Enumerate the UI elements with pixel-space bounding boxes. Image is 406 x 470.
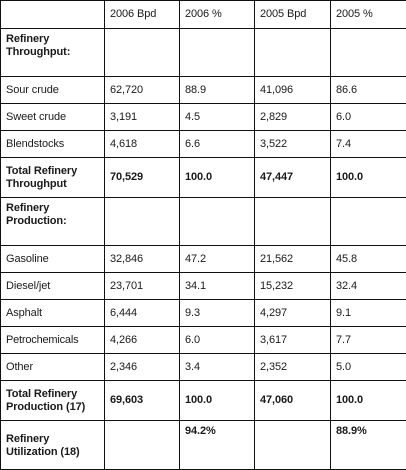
table-cell: 47.2 xyxy=(180,246,255,273)
row-label: Sour crude xyxy=(1,77,105,104)
table-cell: 32,846 xyxy=(105,246,180,273)
column-header-2006-bpd: 2006 Bpd xyxy=(105,1,180,29)
table-header-row: 2006 Bpd 2006 % 2005 Bpd 2005 % xyxy=(1,1,406,29)
table-cell: 47,060 xyxy=(255,381,331,421)
table-cell: 21,562 xyxy=(255,246,331,273)
table-cell: 32.4 xyxy=(331,273,406,300)
table-cell: 6.6 xyxy=(180,131,255,158)
table-cell: 47,447 xyxy=(255,158,331,198)
column-header-2005-percent: 2005 % xyxy=(331,1,406,29)
table-cell: 7.7 xyxy=(331,327,406,354)
table-cell: 23,701 xyxy=(105,273,180,300)
table-cell xyxy=(180,29,255,77)
table-cell: 9.1 xyxy=(331,300,406,327)
table-row: Petrochemicals 4,266 6.0 3,617 7.7 xyxy=(1,327,406,354)
table-cell: 100.0 xyxy=(331,381,406,421)
table-cell xyxy=(105,29,180,77)
table-cell: 88.9 xyxy=(180,77,255,104)
table-cell: 100.0 xyxy=(331,158,406,198)
table-cell: 94.2% xyxy=(180,421,255,470)
row-label: Asphalt xyxy=(1,300,105,327)
row-label: Refinery Throughput: xyxy=(1,29,105,77)
table-row: Other 2,346 3.4 2,352 5.0 xyxy=(1,354,406,381)
table-cell xyxy=(105,198,180,246)
table-cell: 6.0 xyxy=(180,327,255,354)
table-cell xyxy=(255,421,331,470)
table-row: Sour crude 62,720 88.9 41,096 86.6 xyxy=(1,77,406,104)
row-label: Diesel/jet xyxy=(1,273,105,300)
table-cell: 88.9% xyxy=(331,421,406,470)
table-cell: 6.0 xyxy=(331,104,406,131)
table-cell: 4,618 xyxy=(105,131,180,158)
table-cell: 3.4 xyxy=(180,354,255,381)
table-cell: 6,444 xyxy=(105,300,180,327)
table-cell: 100.0 xyxy=(180,158,255,198)
row-label: Blendstocks xyxy=(1,131,105,158)
total-row-production: Total Refinery Production (17) 69,603 10… xyxy=(1,381,406,421)
table-cell: 7.4 xyxy=(331,131,406,158)
table-cell: 5.0 xyxy=(331,354,406,381)
column-header-2005-bpd: 2005 Bpd xyxy=(255,1,331,29)
table-cell: 3,191 xyxy=(105,104,180,131)
column-header-label xyxy=(1,1,105,29)
table-cell: 2,829 xyxy=(255,104,331,131)
utilization-row: Refinery Utilization (18) 94.2% 88.9% xyxy=(1,421,406,470)
table-cell: 86.6 xyxy=(331,77,406,104)
table-cell: 69,603 xyxy=(105,381,180,421)
column-header-2006-percent: 2006 % xyxy=(180,1,255,29)
table-cell xyxy=(331,198,406,246)
table-cell xyxy=(105,421,180,470)
table-cell xyxy=(180,198,255,246)
row-label: Refinery Production: xyxy=(1,198,105,246)
table-cell: 4.5 xyxy=(180,104,255,131)
table-cell: 34.1 xyxy=(180,273,255,300)
row-label: Total Refinery Production (17) xyxy=(1,381,105,421)
table-cell: 4,266 xyxy=(105,327,180,354)
table-cell: 2,346 xyxy=(105,354,180,381)
table-row: Sweet crude 3,191 4.5 2,829 6.0 xyxy=(1,104,406,131)
table-row: Asphalt 6,444 9.3 4,297 9.1 xyxy=(1,300,406,327)
row-label: Other xyxy=(1,354,105,381)
row-label: Sweet crude xyxy=(1,104,105,131)
section-row-production: Refinery Production: xyxy=(1,198,406,246)
table-cell: 3,617 xyxy=(255,327,331,354)
table-row: Diesel/jet 23,701 34.1 15,232 32.4 xyxy=(1,273,406,300)
table-cell: 2,352 xyxy=(255,354,331,381)
row-label: Gasoline xyxy=(1,246,105,273)
table-cell: 100.0 xyxy=(180,381,255,421)
row-label: Petrochemicals xyxy=(1,327,105,354)
row-label: Refinery Utilization (18) xyxy=(1,421,105,470)
table-cell xyxy=(255,29,331,77)
table-cell: 3,522 xyxy=(255,131,331,158)
table-cell: 9.3 xyxy=(180,300,255,327)
table-cell: 45.8 xyxy=(331,246,406,273)
table-cell xyxy=(331,29,406,77)
table-row: Blendstocks 4,618 6.6 3,522 7.4 xyxy=(1,131,406,158)
table-cell: 15,232 xyxy=(255,273,331,300)
table-cell: 62,720 xyxy=(105,77,180,104)
section-row-throughput: Refinery Throughput: xyxy=(1,29,406,77)
row-label: Total Refinery Throughput xyxy=(1,158,105,198)
table-cell: 70,529 xyxy=(105,158,180,198)
table-cell: 4,297 xyxy=(255,300,331,327)
total-row-throughput: Total Refinery Throughput 70,529 100.0 4… xyxy=(1,158,406,198)
table-cell: 41,096 xyxy=(255,77,331,104)
table-row: Gasoline 32,846 47.2 21,562 45.8 xyxy=(1,246,406,273)
table-cell xyxy=(255,198,331,246)
